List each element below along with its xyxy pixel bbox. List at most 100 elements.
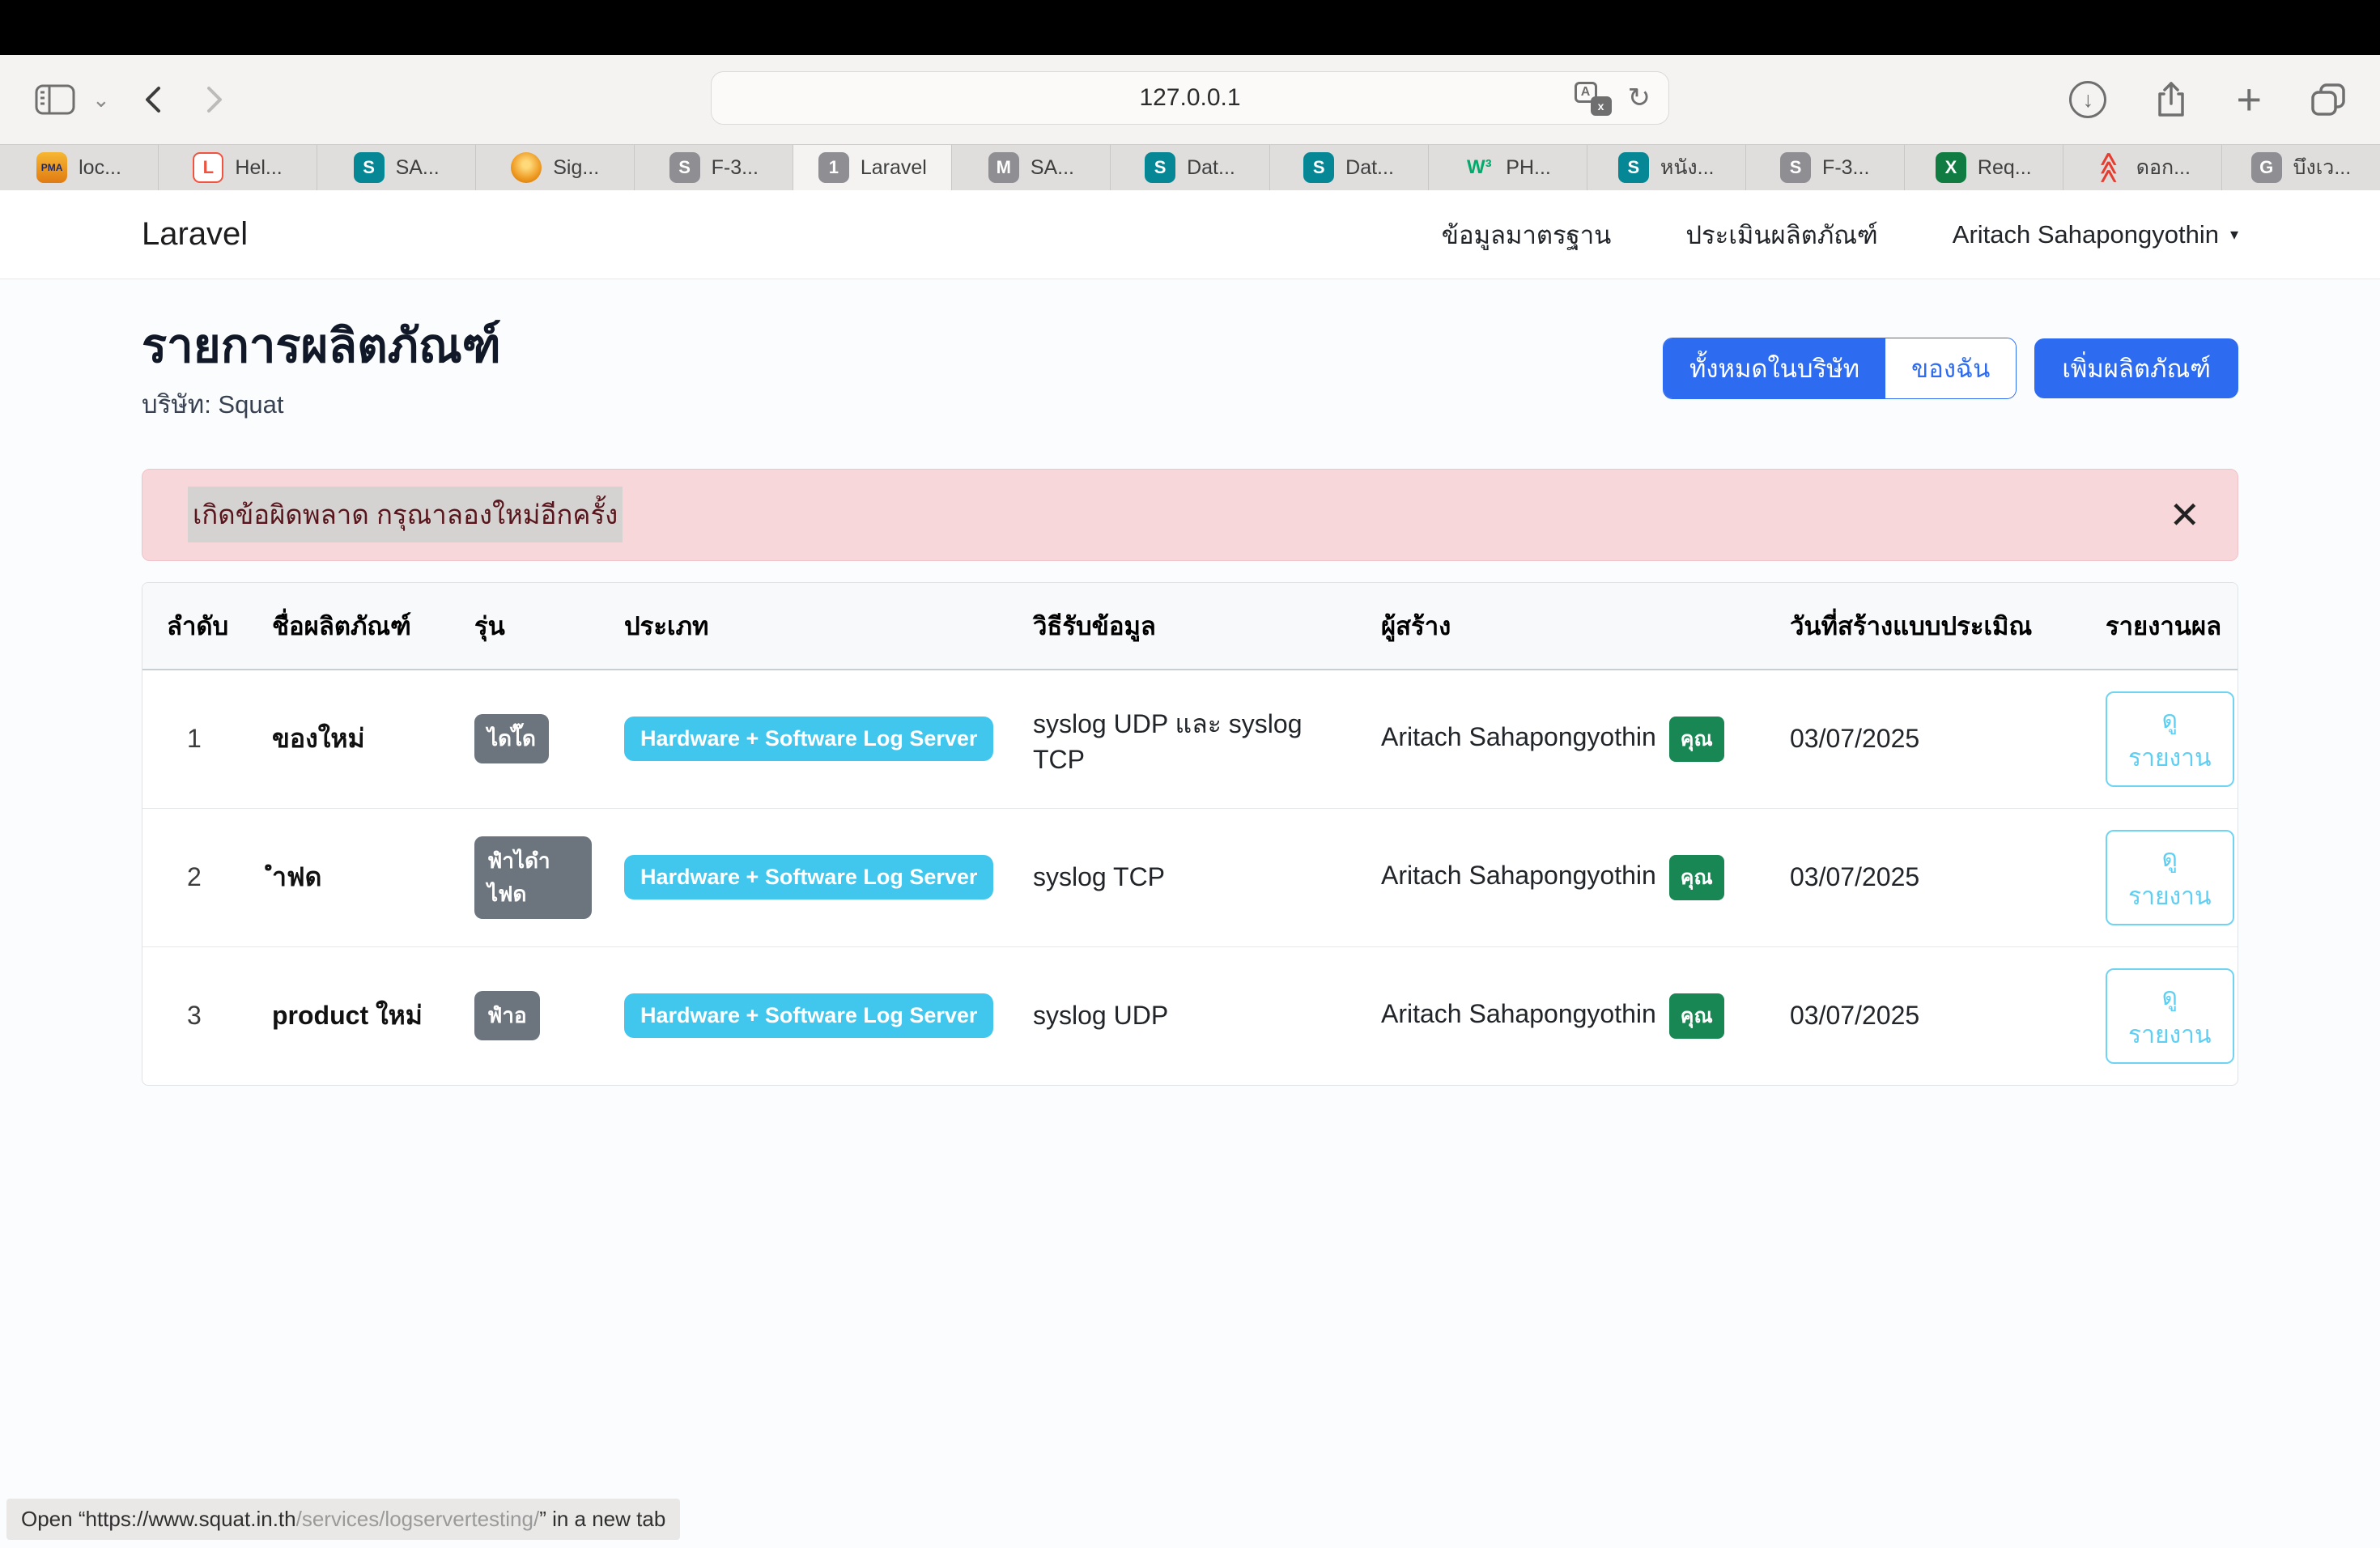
header-index: ลำดับ (142, 582, 256, 670)
browser-tab-sigma[interactable]: Sig... (476, 145, 635, 190)
browser-tab-dok[interactable]: ⋘ ดอก... (2063, 145, 2222, 190)
you-badge: คุณ (1668, 854, 1724, 900)
browser-tab-f3-1[interactable]: S F-3... (635, 145, 794, 190)
url-text: 127.0.0.1 (1139, 84, 1241, 111)
view-report-button[interactable]: ดูรายงาน (2106, 968, 2234, 1064)
products-table-card: ลำดับ ชื่อผลิตภัณฑ์ รุ่น ประเภท วิธีรับข… (142, 581, 2238, 1086)
browser-tab-laravel-active[interactable]: 1 Laravel (793, 145, 953, 190)
numbered-favicon-icon: 1 (818, 152, 849, 183)
products-table: ลำดับ ชื่อผลิตภัณฑ์ รุ่น ประเภท วิธีรับข… (142, 582, 2238, 1085)
sharepoint-icon: S (1145, 152, 1176, 183)
error-alert: เกิดข้อผิดพลาด กรุณาลองใหม่อีกครั้ง ✕ (142, 468, 2238, 561)
translate-x-bubble: x (1590, 96, 1612, 116)
browser-tab-excel-req[interactable]: X Req... (1905, 145, 2063, 190)
browser-tab-data-1[interactable]: S Dat... (1111, 145, 1270, 190)
browser-tab-nang[interactable]: S หนัง... (1587, 145, 1746, 190)
w3schools-icon: W³ (1466, 156, 1492, 178)
app-brand[interactable]: Laravel (142, 216, 249, 252)
browser-tab-sa-m[interactable]: M SA... (952, 145, 1111, 190)
nav-link-evaluate[interactable]: ประเมินผลิตภัณฑ์ (1685, 220, 1878, 249)
creator-name: Aritach Sahapongyothin (1381, 860, 1656, 890)
link-preview-statusbar: Open “https://www.squat.in.th/services/l… (6, 1499, 681, 1540)
close-icon[interactable]: ✕ (2169, 493, 2200, 536)
sharepoint-icon: S (1617, 152, 1649, 183)
tab-label: Hel... (235, 155, 283, 179)
downloads-icon[interactable]: ↓ (2069, 81, 2107, 118)
gray-s-favicon-icon: S (669, 152, 700, 183)
browser-tab-data-2[interactable]: S Dat... (1270, 145, 1429, 190)
header-model: รุ่น (458, 582, 608, 670)
title-block: รายการผลิตภัณฑ์ บริษัท: Squat (142, 320, 501, 424)
app-navbar: Laravel ข้อมูลมาตรฐาน ประเมินผลิตภัณฑ์ A… (0, 190, 2380, 279)
red-chevrons-icon: ⋘ (2097, 151, 2123, 184)
filter-all-button[interactable]: ทั้งหมดในบริษัท (1663, 338, 1886, 398)
tab-label: loc... (79, 155, 121, 179)
browser-tab-f3-2[interactable]: S F-3... (1746, 145, 1905, 190)
tab-label: Req... (1977, 155, 2032, 179)
caret-down-icon: ▾ (2229, 226, 2238, 244)
tab-label: Laravel (860, 155, 927, 179)
creator-cell: Aritach Sahapongyothin คุณ (1365, 808, 1774, 947)
creator-cell: Aritach Sahapongyothin คุณ (1365, 946, 1774, 1085)
tab-label: บึงเว... (2293, 156, 2352, 179)
header-report: รายงานผล (2089, 582, 2238, 670)
filter-mine-button[interactable]: ของฉัน (1885, 338, 2017, 398)
row-index: 2 (142, 808, 256, 947)
header-product-name: ชื่อผลิตภัณฑ์ (256, 582, 458, 670)
tab-label: F-3... (711, 155, 759, 179)
header-type: ประเภท (608, 582, 1017, 670)
laravel-logo-icon: L (193, 152, 224, 183)
back-button[interactable] (138, 82, 170, 117)
view-report-button[interactable]: ดูรายงาน (2106, 829, 2234, 925)
date-created: 03/07/2025 (1774, 808, 2089, 947)
user-name: Aritach Sahapongyothin (1952, 219, 2219, 249)
address-bar[interactable]: 127.0.0.1 A x ↻ (711, 71, 1669, 125)
error-alert-message: เกิดข้อผิดพลาด กรุณาลองใหม่อีกครั้ง (188, 487, 623, 543)
row-index: 3 (187, 1001, 202, 1031)
share-icon[interactable] (2153, 79, 2189, 120)
tab-label: F-3... (1822, 155, 1870, 179)
add-product-button[interactable]: เพิ่มผลิตภัณฑ์ (2034, 338, 2238, 398)
row-index: 1 (142, 669, 256, 809)
model-badge: ไดไ๊ด (474, 714, 549, 764)
model-badge: ฟำไดำไฟด (474, 836, 592, 919)
browser-toolbar: ⌄ 127.0.0.1 A x ↻ ↓ (0, 55, 2380, 144)
reload-icon[interactable]: ↻ (1627, 83, 1651, 113)
tab-label: SA... (1030, 155, 1074, 179)
macos-menubar (0, 0, 2380, 55)
creator-name: Aritach Sahapongyothin (1381, 721, 1656, 751)
tab-overview-icon[interactable] (2309, 81, 2348, 118)
type-badge: Hardware + Software Log Server (624, 855, 994, 900)
gray-m-favicon-icon: M (988, 152, 1019, 183)
nav-link-standards[interactable]: ข้อมูลมาตรฐาน (1441, 220, 1612, 249)
product-name: ของใหม่ (256, 669, 458, 809)
orange-favicon-icon (511, 152, 542, 183)
tab-label: SA... (395, 155, 440, 179)
browser-tab-bueng[interactable]: G บึงเว... (2222, 145, 2380, 190)
browser-tab-laravel-docs[interactable]: L Hel... (159, 145, 318, 190)
sidebar-toggle-icon[interactable] (34, 82, 76, 117)
browser-tab-sharepoint-1[interactable]: S SA... (317, 145, 477, 190)
table-row: 2 ำฟด ฟำไดำไฟด Hardware + Software Log S… (142, 808, 2238, 947)
translate-icon[interactable]: A x (1574, 80, 1612, 116)
view-report-button[interactable]: ดูรายงาน (2106, 691, 2234, 787)
data-method: syslog UDP และ syslog TCP (1017, 669, 1365, 809)
table-row: 1 ของใหม่ ไดไ๊ด Hardware + Software Log … (142, 669, 2238, 809)
browser-tab-localhost[interactable]: PMA loc... (0, 145, 159, 190)
header-creator: ผู้สร้าง (1365, 582, 1774, 670)
status-text-prefix: Open “https://www.squat.in.th (21, 1507, 296, 1531)
header-date-created: วันที่สร้างแบบประเมิณ (1774, 582, 2089, 670)
chevron-down-icon[interactable]: ⌄ (92, 87, 110, 112)
forward-button[interactable] (198, 82, 230, 117)
user-menu[interactable]: Aritach Sahapongyothin ▾ (1953, 220, 2238, 249)
table-row: 3 product ใหม่ ฟำอ Hardware + Software L… (142, 946, 2238, 1085)
table-header-row: ลำดับ ชื่อผลิตภัณฑ์ รุ่น ประเภท วิธีรับข… (142, 582, 2238, 670)
new-tab-icon[interactable]: + (2236, 75, 2262, 124)
tab-label: Sig... (553, 155, 600, 179)
browser-tab-w3schools[interactable]: W³ PH... (1429, 145, 1587, 190)
tab-label: Dat... (1187, 155, 1235, 179)
tab-label: PH... (1506, 155, 1551, 179)
creator-cell: Aritach Sahapongyothin คุณ (1365, 669, 1774, 809)
type-badge: Hardware + Software Log Server (624, 993, 994, 1039)
you-badge: คุณ (1668, 993, 1724, 1039)
